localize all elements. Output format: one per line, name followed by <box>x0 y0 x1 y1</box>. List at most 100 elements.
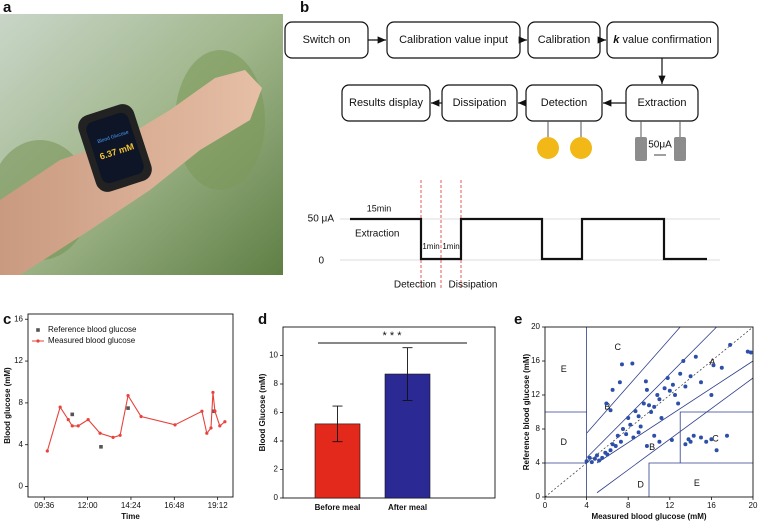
zone-boundary <box>596 360 754 464</box>
data-point <box>670 382 675 387</box>
data-point <box>688 374 693 379</box>
waveform-label: Detection <box>394 280 436 291</box>
waveform <box>350 217 707 261</box>
plot-frame <box>27 313 234 498</box>
y-axis-title: Blood Glucose (mM) <box>258 373 267 451</box>
zone-boundary <box>648 462 753 497</box>
data-point <box>699 380 703 385</box>
data-point <box>111 435 115 439</box>
flow-text: Calibration value input <box>399 34 508 46</box>
data-point <box>173 423 177 427</box>
y-tick-label: 4 <box>536 458 541 467</box>
zone-label: A <box>709 357 715 367</box>
flow-text: Switch on <box>303 34 351 46</box>
flow-step-label: Calibration <box>538 34 591 46</box>
electrode <box>537 137 559 159</box>
data-point <box>641 401 646 406</box>
x-tick-label: After meal <box>388 503 427 512</box>
x-tick-label: 0 <box>543 501 548 510</box>
data-point <box>613 444 618 448</box>
data-point <box>592 456 597 461</box>
data-point <box>70 424 74 428</box>
flow-text: Extraction <box>638 97 687 109</box>
flow-text: Dissipation <box>453 97 507 109</box>
zone-label: C <box>712 434 719 444</box>
data-point <box>643 379 648 384</box>
data-point <box>139 414 143 419</box>
data-point <box>86 418 90 422</box>
x-tick-label: Before meal <box>315 503 361 512</box>
data-point <box>683 384 688 389</box>
zone-boundary <box>586 326 681 434</box>
data-point <box>587 455 592 460</box>
flow-step-label: Extraction <box>638 97 687 109</box>
waveform-label: Extraction <box>355 229 399 240</box>
data-point <box>209 426 213 430</box>
x-tick-label: 19:12 <box>208 501 229 510</box>
data-point <box>709 437 714 442</box>
data-point <box>669 438 674 443</box>
zone-boundary <box>586 326 717 459</box>
data-point <box>98 431 102 435</box>
legend-marker <box>36 328 40 332</box>
electrode <box>570 137 592 159</box>
data-point <box>725 433 729 438</box>
data-point <box>213 409 217 413</box>
data-point <box>624 432 629 437</box>
data-point <box>200 409 204 413</box>
x-tick-label: 16 <box>707 501 716 510</box>
data-point <box>589 460 594 465</box>
error-bar <box>332 405 343 443</box>
data-point <box>608 448 613 453</box>
zone-label: E <box>561 364 567 374</box>
data-point <box>652 433 657 438</box>
x-tick-label: 20 <box>749 501 758 510</box>
legend-label: Measured blood glucose <box>48 336 136 345</box>
data-point <box>595 453 599 458</box>
flow-step-label: Detection <box>541 97 587 109</box>
data-point <box>673 393 677 397</box>
x-tick-label: 12:00 <box>78 501 99 510</box>
data-point <box>704 439 709 444</box>
data-point <box>223 420 227 424</box>
y-tick-label: 4 <box>274 436 279 445</box>
zone-boundary <box>596 377 754 494</box>
data-point <box>610 442 615 447</box>
data-point <box>604 401 609 406</box>
data-point <box>638 424 643 429</box>
y-tick-label: 10 <box>269 351 278 360</box>
data-point <box>600 455 605 460</box>
data-point <box>709 393 714 397</box>
y-tick-label: 8 <box>536 424 541 433</box>
panel-label: b <box>300 0 309 16</box>
x-axis-title: Measured blood glucose (mM) <box>591 512 706 521</box>
data-point <box>728 342 733 347</box>
error-bar <box>402 347 413 401</box>
y-tick-label: 8 <box>274 379 279 388</box>
data-point <box>644 387 649 392</box>
y-axis-title: Blood glucose (mM) <box>3 367 12 444</box>
data-point <box>659 415 664 420</box>
data-point <box>615 433 620 438</box>
y-tick-label: 4 <box>19 440 24 449</box>
y-tick-label: 0 <box>536 492 541 501</box>
data-point <box>655 393 660 397</box>
data-point <box>699 435 703 440</box>
legend-marker <box>36 339 40 343</box>
panel-label: c <box>3 311 11 328</box>
data-point <box>688 439 693 444</box>
electrode <box>674 137 686 161</box>
data-point <box>126 406 130 410</box>
zone-label: C <box>615 342 622 352</box>
y-tick-label: 6 <box>274 408 279 417</box>
data-point <box>218 424 222 428</box>
x-tick-label: 4 <box>584 501 589 510</box>
x-tick-label: 09:36 <box>34 501 55 510</box>
flow-step-label: Calibration value input <box>399 34 508 46</box>
data-point <box>665 376 670 380</box>
waveform-label: 1min <box>442 242 459 251</box>
panel-label: d <box>258 311 267 328</box>
data-point <box>681 359 686 363</box>
plot-frame <box>544 326 754 498</box>
